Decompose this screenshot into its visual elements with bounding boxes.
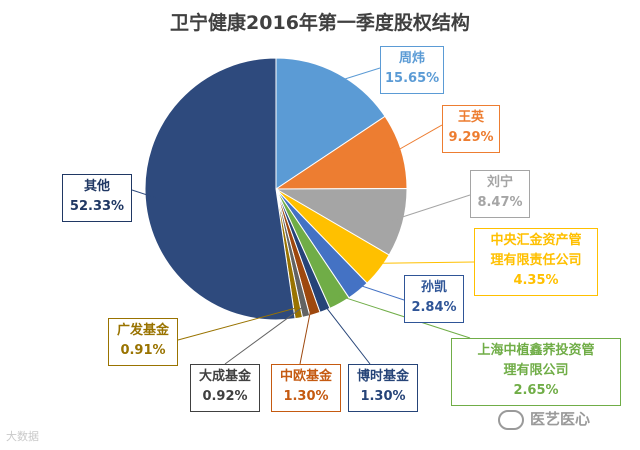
data-label-value: 2.65% (513, 383, 559, 398)
watermark-right-text: 医艺医心 (530, 410, 591, 428)
data-label-value: 1.30% (360, 389, 406, 404)
data-label-name-line2: 理有限公司 (503, 363, 569, 378)
data-label-name: 广发基金 (116, 323, 169, 338)
data-label-value: 9.29% (448, 130, 494, 145)
data-label-value: 1.30% (283, 389, 329, 404)
leader-line-5 (334, 293, 471, 339)
data-label-8: 大成基金 0.92% (190, 364, 260, 412)
pie-slice-10 (144, 57, 296, 321)
data-label-value: 15.65% (385, 71, 440, 86)
leader-line-4 (351, 282, 405, 301)
pie-slice-0 (275, 57, 386, 190)
data-label-value: 2.84% (411, 300, 457, 315)
data-label-10: 其他 52.33% (62, 174, 132, 222)
data-label-7: 中欧基金 1.30% (271, 364, 341, 412)
data-label-name: 中欧基金 (279, 369, 332, 384)
data-label-6: 博时基金 1.30% (348, 364, 418, 412)
pie-slice-1 (274, 115, 408, 190)
data-label-value: 0.91% (120, 343, 166, 358)
data-label-name: 刘宁 (486, 175, 513, 190)
leader-line-10 (131, 189, 156, 199)
leader-line-8 (224, 305, 305, 365)
data-label-2: 刘宁 8.47% (470, 170, 530, 218)
leader-line-6 (320, 300, 371, 365)
data-label-3: 中央汇金资产管 理有限责任公司 4.35% (474, 228, 598, 296)
data-label-1: 王英 9.29% (442, 105, 500, 153)
data-label-name: 博时基金 (356, 369, 409, 384)
leader-line-9 (177, 307, 298, 341)
data-label-value: 8.47% (477, 195, 523, 210)
data-label-5: 上海中植鑫荞投资管 理有限公司 2.65% (451, 338, 621, 406)
data-label-name: 周炜 (398, 51, 425, 66)
data-label-name: 孙凯 (420, 280, 447, 295)
data-label-value: 52.33% (69, 199, 125, 214)
data-label-name-line1: 中央汇金资产管 (490, 233, 582, 248)
leader-line-3 (370, 261, 475, 264)
data-label-name: 其他 (83, 179, 110, 194)
data-label-value: 0.92% (202, 389, 248, 404)
leader-line-1 (391, 124, 443, 155)
chat-bubble-icon (498, 409, 524, 430)
data-label-name: 大成基金 (198, 369, 251, 384)
chart-title: 卫宁健康2016年第一季度股权结构 (170, 12, 470, 34)
data-label-4: 孙凯 2.84% (404, 275, 464, 323)
data-label-name: 王英 (457, 110, 484, 125)
data-label-0: 周炜 15.65% (380, 46, 444, 94)
leader-line-7 (299, 303, 313, 365)
watermark-right: 医艺医心 (498, 408, 628, 434)
data-label-name-line2: 理有限责任公司 (490, 253, 582, 268)
leader-line-2 (392, 194, 471, 221)
leader-line-0 (332, 67, 381, 84)
data-label-9: 广发基金 0.91% (108, 318, 178, 366)
data-label-name-line1: 上海中植鑫荞投资管 (477, 343, 595, 358)
data-label-value: 4.35% (513, 273, 559, 288)
watermark-left: 大数据 (6, 430, 39, 443)
